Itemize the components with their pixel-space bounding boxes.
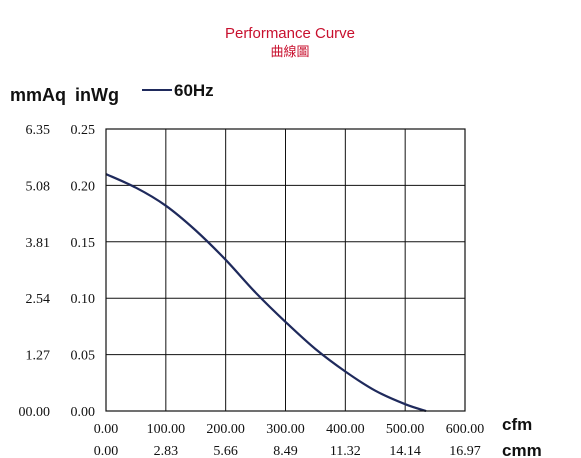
y-unit-mmaq: mmAq bbox=[10, 85, 66, 105]
grid bbox=[106, 129, 465, 411]
x-tick-label-cmm: 0.00 bbox=[94, 444, 119, 458]
axis-ticks: 0.00 0.00 100.00 2.83 200.00 5.66 300.00 8.49 40… bbox=[19, 123, 485, 458]
y-tick-label-inwg: 0.00 bbox=[71, 405, 96, 420]
x-tick-label-cmm: 8.49 bbox=[273, 444, 298, 458]
x-tick-label-cmm: 16.97 bbox=[449, 444, 481, 458]
chart-subtitle: 曲線圖 bbox=[270, 44, 309, 59]
x-tick-label-cmm: 11.32 bbox=[330, 444, 361, 458]
y-tick-label-mmaq: 5.08 bbox=[26, 179, 51, 194]
x-tick-label-cfm: 300.00 bbox=[266, 422, 305, 437]
x-unit-cmm: cmm bbox=[502, 441, 542, 458]
y-tick-label-inwg: 0.25 bbox=[71, 123, 96, 138]
y-tick-label-inwg: 0.05 bbox=[71, 349, 96, 364]
y-tick-label-inwg: 0.10 bbox=[71, 292, 96, 307]
chart-title: Performance Curve bbox=[225, 25, 355, 42]
x-tick-label-cfm: 200.00 bbox=[206, 422, 245, 437]
x-tick-label-cfm: 0.00 bbox=[94, 422, 119, 437]
x-tick-label-cmm: 14.14 bbox=[389, 444, 421, 458]
x-tick-label-cfm: 500.00 bbox=[386, 422, 425, 437]
y-tick-label-inwg: 0.20 bbox=[71, 179, 96, 194]
y-tick-label-mmaq: 6.35 bbox=[26, 123, 51, 138]
plot-frame bbox=[105, 128, 466, 412]
x-unit-cfm: cfm bbox=[502, 415, 532, 434]
legend-label: 60Hz bbox=[174, 81, 214, 100]
y-unit-inwg: inWg bbox=[75, 85, 119, 105]
x-tick-label-cfm: 400.00 bbox=[326, 422, 365, 437]
y-tick-label-mmaq: 2.54 bbox=[26, 292, 51, 307]
y-tick-label-inwg: 0.15 bbox=[71, 236, 96, 251]
y-tick-label-mmaq: 00.00 bbox=[19, 405, 51, 420]
y-tick-label-mmaq: 1.27 bbox=[26, 349, 51, 364]
y-tick-label-mmaq: 3.81 bbox=[26, 236, 51, 251]
x-tick-label-cmm: 5.66 bbox=[213, 444, 238, 458]
x-tick-label-cmm: 2.83 bbox=[154, 444, 179, 458]
x-tick-label-cfm: 600.00 bbox=[446, 422, 485, 437]
x-tick-label-cfm: 100.00 bbox=[147, 422, 186, 437]
series-line-60hz bbox=[105, 173, 427, 413]
